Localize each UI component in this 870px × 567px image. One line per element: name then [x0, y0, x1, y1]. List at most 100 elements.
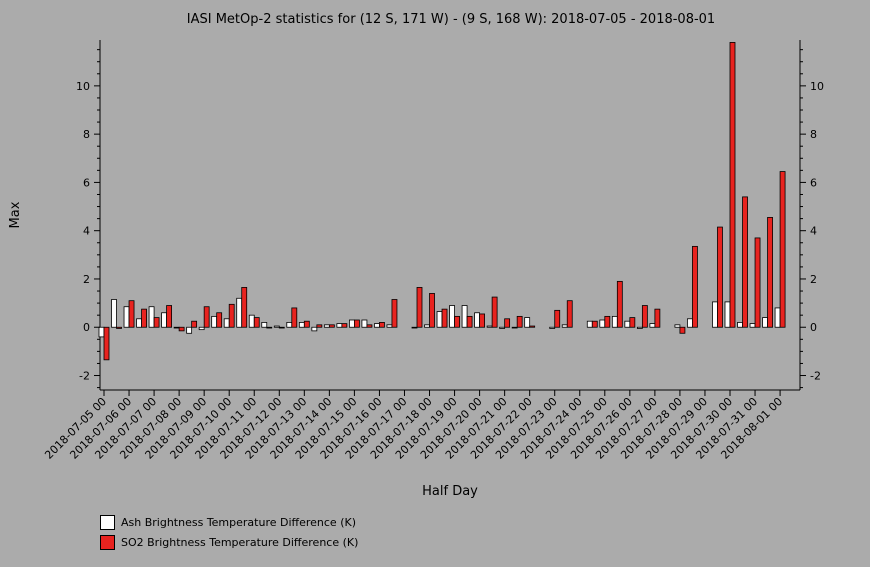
bar-ash — [749, 323, 756, 328]
bar-so2 — [391, 299, 398, 328]
bar-ash — [486, 325, 493, 328]
y-tick-label-left: 6 — [83, 176, 90, 189]
bar-ash — [98, 326, 105, 338]
legend-item-ash: Ash Brightness Temperature Difference (K… — [100, 512, 358, 532]
y-tick-label-left: -2 — [79, 370, 90, 383]
bar-so2 — [654, 308, 661, 328]
x-axis-label: Half Day — [422, 484, 478, 499]
bar-so2 — [253, 317, 260, 328]
bar-so2 — [604, 315, 611, 328]
legend-label-so2: SO2 Brightness Temperature Difference (K… — [121, 535, 359, 549]
bar-ash — [674, 324, 681, 328]
bar-ash — [273, 325, 280, 328]
bar-ash — [436, 311, 443, 328]
bar-ash — [186, 326, 193, 334]
bar-so2 — [491, 296, 498, 328]
bar-so2 — [754, 237, 761, 328]
bar-so2 — [679, 326, 686, 334]
bar-ash — [361, 319, 368, 328]
bar-so2 — [353, 319, 360, 328]
bar-so2 — [216, 312, 223, 328]
bar-ash — [298, 322, 305, 328]
bar-ash — [461, 305, 468, 328]
bar-ash — [161, 312, 168, 328]
bar-so2 — [779, 171, 786, 328]
y-tick-label-right: 6 — [810, 176, 817, 189]
y-tick-label-right: 8 — [810, 128, 817, 141]
y-tick-label-right: 0 — [810, 321, 817, 334]
y-tick-label-left: 10 — [76, 80, 90, 93]
bar-so2 — [316, 324, 323, 328]
bar-ash — [348, 319, 355, 328]
y-tick-label-left: 4 — [83, 225, 90, 238]
bar-so2 — [466, 315, 473, 328]
bar-so2 — [729, 42, 736, 328]
bar-ash — [737, 322, 743, 328]
bar-ash — [411, 326, 418, 329]
bar-so2 — [266, 326, 273, 329]
bar-ash — [586, 320, 593, 328]
bar-ash — [223, 318, 230, 328]
y-axis-label: Max — [8, 201, 23, 228]
bar-ash — [636, 326, 643, 329]
bar-so2 — [203, 306, 210, 328]
bar-so2 — [454, 315, 460, 328]
y-tick-label-right: 10 — [810, 80, 824, 93]
bar-ash — [261, 322, 268, 328]
legend-swatch-ash — [100, 514, 115, 530]
y-tick-label-right: 2 — [810, 273, 817, 286]
bar-ash — [374, 323, 380, 328]
chart-title: IASI MetOp-2 statistics for (12 S, 171 W… — [187, 12, 715, 27]
bar-ash — [611, 315, 618, 328]
bar-ash — [549, 326, 556, 329]
bar-ash — [323, 324, 330, 328]
legend: Ash Brightness Temperature Difference (K… — [100, 512, 358, 552]
bar-so2 — [241, 287, 248, 328]
bar-so2 — [441, 308, 448, 328]
bar-so2 — [191, 320, 198, 328]
bar-so2 — [328, 324, 335, 328]
bar-ash — [724, 301, 731, 328]
bar-ash — [211, 315, 218, 328]
bar-ash — [712, 301, 718, 328]
bar-so2 — [629, 317, 636, 328]
bar-ash — [474, 312, 481, 328]
bar-so2 — [379, 322, 385, 328]
bar-so2 — [278, 326, 285, 329]
bar-ash — [449, 305, 455, 328]
bar-so2 — [554, 309, 561, 328]
bar-ash — [286, 322, 293, 328]
bar-ash — [561, 324, 568, 328]
bar-so2 — [717, 226, 723, 328]
bar-so2 — [166, 305, 173, 328]
bar-ash — [148, 306, 155, 328]
bar-so2 — [429, 293, 435, 328]
bars — [98, 42, 786, 361]
bar-so2 — [341, 323, 348, 328]
bar-ash — [311, 326, 318, 332]
bar-so2 — [141, 308, 147, 328]
bar-so2 — [128, 300, 135, 328]
bar-so2 — [616, 280, 623, 328]
bar-ash — [198, 326, 205, 331]
bar-so2 — [103, 326, 110, 361]
bar-ash — [248, 314, 255, 328]
bar-so2 — [303, 320, 310, 328]
bar-so2 — [178, 326, 185, 332]
bar-so2 — [566, 300, 573, 328]
bar-ash — [624, 320, 631, 328]
bar-ash — [649, 323, 656, 328]
bar-ash — [136, 318, 142, 328]
legend-item-so2: SO2 Brightness Temperature Difference (K… — [100, 532, 358, 552]
bar-so2 — [767, 217, 773, 328]
bar-ash — [173, 326, 180, 329]
bar-ash — [762, 317, 768, 328]
bar-ash — [424, 324, 430, 328]
bar-so2 — [479, 313, 486, 328]
bar-so2 — [291, 307, 298, 328]
y-tick-label-left: 8 — [83, 128, 90, 141]
bar-ash — [774, 307, 781, 328]
